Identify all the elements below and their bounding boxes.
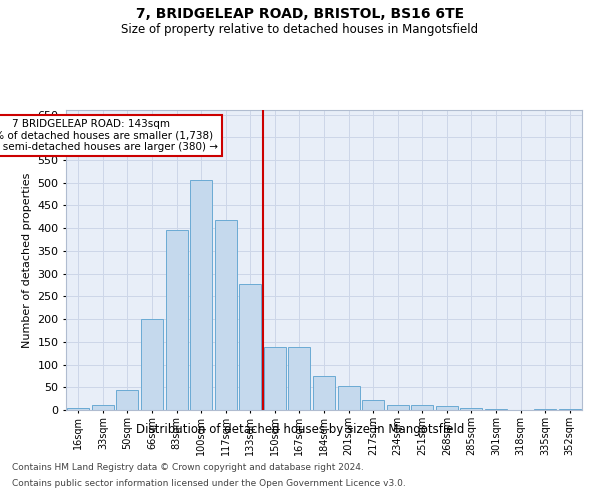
Bar (386, 404, 409, 410)
Y-axis label: Number of detached properties: Number of detached properties (22, 172, 32, 348)
Bar (67, 408, 89, 410)
Bar (411, 406, 433, 410)
Bar (313, 376, 335, 410)
Bar (166, 230, 188, 410)
Bar (362, 400, 384, 410)
Text: 7, BRIDGELEAP ROAD, BRISTOL, BS16 6TE: 7, BRIDGELEAP ROAD, BRISTOL, BS16 6TE (136, 8, 464, 22)
Bar (436, 406, 458, 410)
Bar (485, 409, 507, 410)
Text: Contains HM Land Registry data © Crown copyright and database right 2024.: Contains HM Land Registry data © Crown c… (12, 464, 364, 472)
Bar (289, 348, 310, 410)
Bar (264, 348, 286, 410)
Bar (559, 409, 581, 410)
Text: Distribution of detached houses by size in Mangotsfield: Distribution of detached houses by size … (136, 422, 464, 436)
Bar (141, 319, 163, 410)
Text: 7 BRIDGELEAP ROAD: 143sqm
← 81% of detached houses are smaller (1,738)
18% of se: 7 BRIDGELEAP ROAD: 143sqm ← 81% of detac… (0, 119, 218, 152)
Bar (215, 220, 237, 410)
Text: Contains public sector information licensed under the Open Government Licence v3: Contains public sector information licen… (12, 478, 406, 488)
Bar (460, 408, 482, 410)
Bar (116, 390, 139, 410)
Bar (534, 408, 556, 410)
Text: Size of property relative to detached houses in Mangotsfield: Size of property relative to detached ho… (121, 22, 479, 36)
Bar (239, 284, 262, 410)
Bar (92, 406, 114, 410)
Bar (190, 180, 212, 410)
Bar (338, 386, 359, 410)
